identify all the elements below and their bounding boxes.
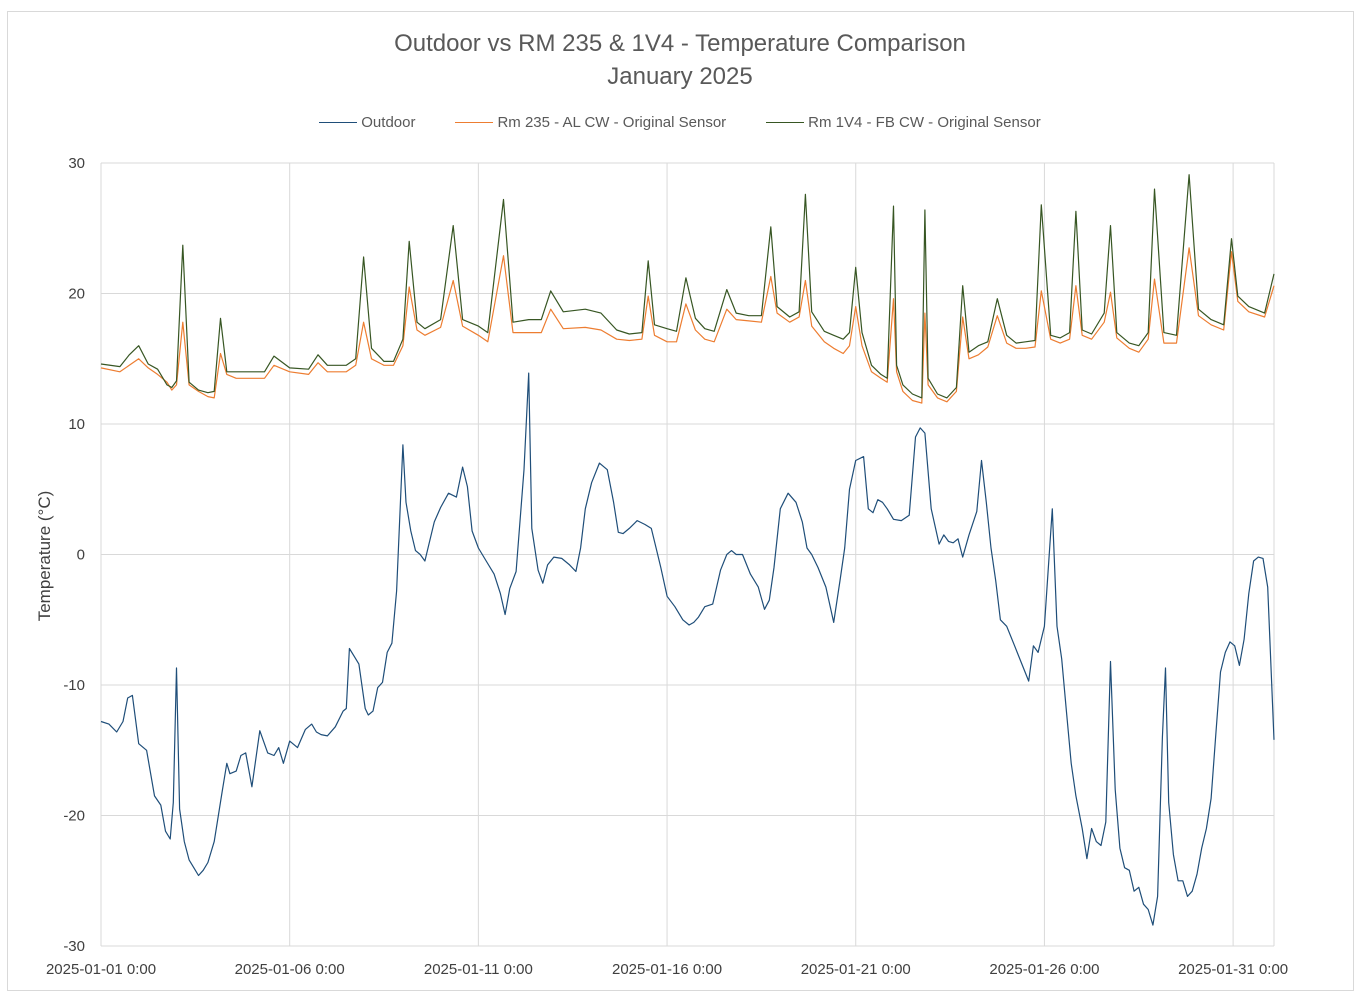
gridlines	[100, 162, 1275, 947]
x-tick-label: 2025-01-11 0:00	[424, 961, 533, 978]
tick-labels: -30 -20 -10 0 10 20 30 2025-01-01 0:00 2025-01-0…	[46, 155, 1288, 978]
y-tick-label: -10	[63, 677, 85, 694]
legend-label-rm235: Rm 235 - AL CW - Original Sensor	[497, 114, 727, 131]
chart-subtitle: January 2025	[607, 63, 753, 90]
y-tick-label: 0	[77, 547, 85, 564]
legend-item-rm1v4: Rm 1V4 - FB CW - Original Sensor	[766, 114, 1041, 131]
legend-swatch-rm1v4	[766, 122, 805, 123]
legend-label-rm1v4: Rm 1V4 - FB CW - Original Sensor	[808, 114, 1041, 131]
series-line-2	[100, 174, 1275, 399]
x-tick-label: 2025-01-16 0:00	[612, 961, 722, 978]
y-tick-label: 20	[68, 286, 85, 303]
legend-item-outdoor: Outdoor	[319, 114, 415, 131]
x-tick-label: 2025-01-31 0:00	[1178, 961, 1288, 978]
x-tick-label: 2025-01-26 0:00	[989, 961, 1099, 978]
y-tick-label: 30	[68, 155, 85, 172]
legend-swatch-rm235	[455, 122, 494, 123]
y-tick-label: -30	[63, 938, 85, 955]
x-tick-label: 2025-01-06 0:00	[235, 961, 345, 978]
chart-frame	[7, 11, 1354, 991]
legend-label-outdoor: Outdoor	[361, 114, 416, 131]
legend-swatch-outdoor	[319, 122, 358, 123]
legend: Outdoor Rm 235 - AL CW - Original Sensor…	[0, 114, 1360, 131]
y-tick-label: 10	[68, 416, 85, 433]
y-axis-title: Temperature (°C)	[35, 491, 54, 622]
chart-title: Outdoor vs RM 235 & 1V4 - Temperature Co…	[394, 30, 966, 57]
series-line-0	[100, 372, 1275, 926]
series-lines	[100, 174, 1275, 926]
series-line-1	[100, 247, 1275, 404]
x-tick-label: 2025-01-21 0:00	[801, 961, 911, 978]
y-tick-label: -20	[63, 808, 85, 825]
legend-item-rm235: Rm 235 - AL CW - Original Sensor	[455, 114, 726, 131]
x-tick-label: 2025-01-01 0:00	[46, 961, 156, 978]
